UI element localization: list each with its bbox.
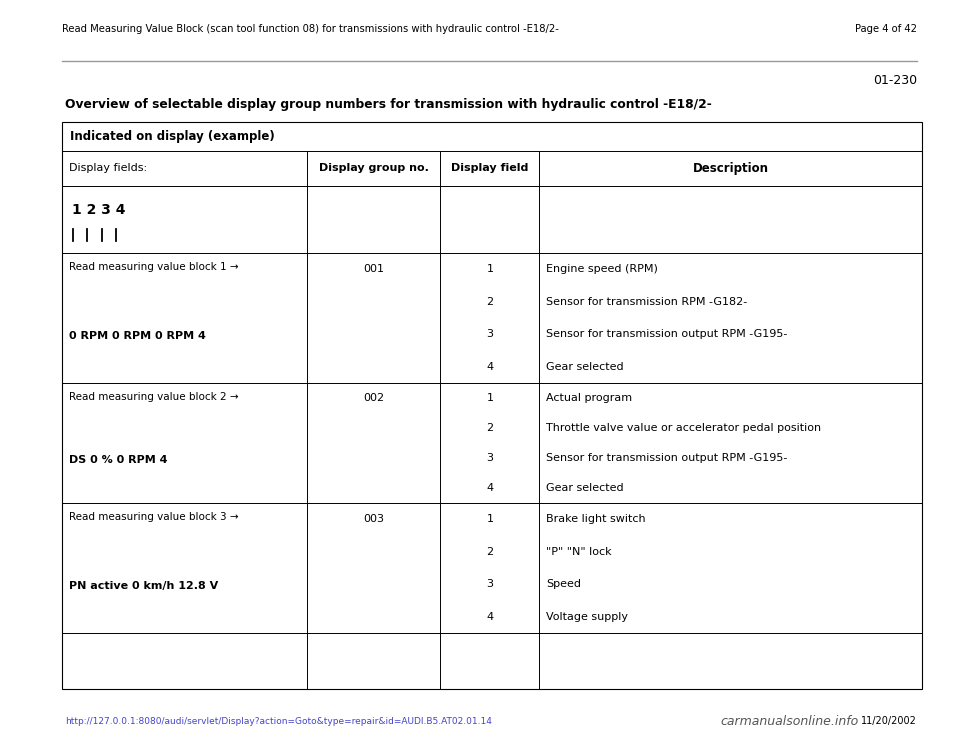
- Text: 4: 4: [487, 361, 493, 372]
- Text: Sensor for transmission output RPM -G195-: Sensor for transmission output RPM -G195…: [546, 329, 787, 339]
- Text: Display field: Display field: [451, 163, 529, 174]
- Text: Sensor for transmission RPM -G182-: Sensor for transmission RPM -G182-: [546, 297, 747, 306]
- Text: Read measuring value block 3 →: Read measuring value block 3 →: [69, 512, 239, 522]
- Text: Speed: Speed: [546, 580, 581, 589]
- Text: Page 4 of 42: Page 4 of 42: [854, 24, 917, 34]
- Text: 002: 002: [363, 393, 384, 403]
- Text: Display group no.: Display group no.: [319, 163, 429, 174]
- Text: Gear selected: Gear selected: [546, 361, 624, 372]
- Text: Description: Description: [692, 162, 768, 175]
- Text: Indicated on display (example): Indicated on display (example): [70, 130, 275, 143]
- Text: PN active 0 km/h 12.8 V: PN active 0 km/h 12.8 V: [69, 581, 218, 591]
- Text: 1 2 3 4: 1 2 3 4: [72, 203, 126, 217]
- Text: Read measuring value block 2 →: Read measuring value block 2 →: [69, 392, 239, 401]
- Text: Throttle valve value or accelerator pedal position: Throttle valve value or accelerator peda…: [546, 423, 821, 433]
- Text: Read Measuring Value Block (scan tool function 08) for transmissions with hydrau: Read Measuring Value Block (scan tool fu…: [62, 24, 560, 34]
- Text: 3: 3: [487, 329, 493, 339]
- Text: 4: 4: [487, 611, 493, 622]
- Text: 2: 2: [487, 423, 493, 433]
- Text: Engine speed (RPM): Engine speed (RPM): [546, 264, 658, 275]
- Text: 003: 003: [363, 514, 384, 525]
- Bar: [62, 122, 922, 689]
- Text: 0 RPM 0 RPM 0 RPM 4: 0 RPM 0 RPM 0 RPM 4: [69, 331, 206, 341]
- Text: Voltage supply: Voltage supply: [546, 611, 628, 622]
- Text: 001: 001: [363, 264, 384, 275]
- Text: Read measuring value block 1 →: Read measuring value block 1 →: [69, 262, 239, 272]
- Text: Gear selected: Gear selected: [546, 483, 624, 493]
- Text: 3: 3: [487, 580, 493, 589]
- Text: Actual program: Actual program: [546, 393, 632, 403]
- Text: Overview of selectable display group numbers for transmission with hydraulic con: Overview of selectable display group num…: [65, 98, 712, 111]
- Text: 4: 4: [487, 483, 493, 493]
- Text: 3: 3: [487, 453, 493, 463]
- Text: DS 0 % 0 RPM 4: DS 0 % 0 RPM 4: [69, 455, 168, 465]
- Text: "P" "N" lock: "P" "N" lock: [546, 547, 612, 556]
- Text: 1: 1: [487, 393, 493, 403]
- Text: Sensor for transmission output RPM -G195-: Sensor for transmission output RPM -G195…: [546, 453, 787, 463]
- Text: 1: 1: [487, 514, 493, 525]
- Text: http://127.0.0.1:8080/audi/servlet/Display?action=Goto&type=repair&id=AUDI.B5.AT: http://127.0.0.1:8080/audi/servlet/Displ…: [65, 717, 492, 726]
- Text: 11/20/2002: 11/20/2002: [861, 716, 917, 726]
- Text: 01-230: 01-230: [873, 74, 917, 88]
- Text: 2: 2: [487, 547, 493, 556]
- Text: 1: 1: [487, 264, 493, 275]
- Text: 2: 2: [487, 297, 493, 306]
- Text: Brake light switch: Brake light switch: [546, 514, 646, 525]
- Text: Display fields:: Display fields:: [69, 163, 147, 174]
- Text: carmanualsonline.info: carmanualsonline.info: [720, 715, 858, 728]
